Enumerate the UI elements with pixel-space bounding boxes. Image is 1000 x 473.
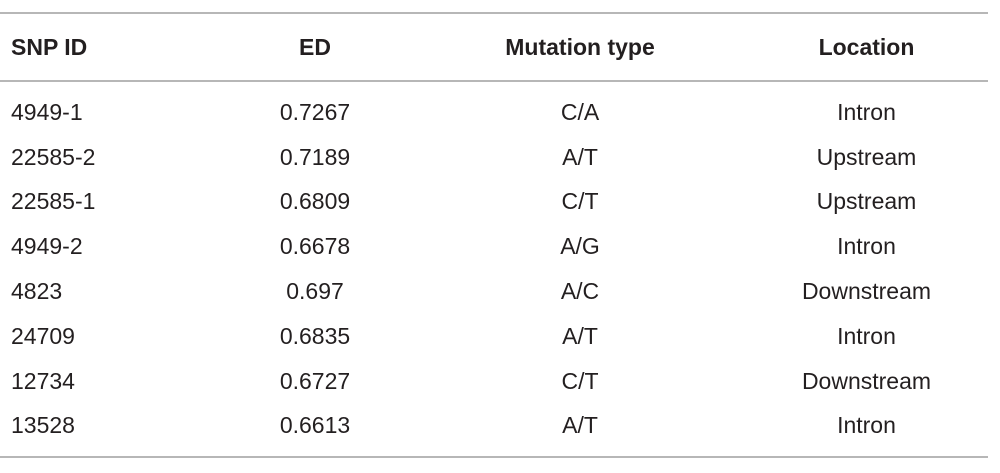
cell-snp-id: 13528 — [11, 412, 75, 439]
cell-snp-id: 4949-1 — [11, 98, 83, 125]
column-header-snp-id: SNP ID — [11, 33, 88, 60]
cell-mutation-type: C/T — [561, 188, 599, 215]
table-row: 4823 0.697 A/C Downstream — [0, 269, 988, 314]
cell-mutation-type: A/T — [562, 412, 598, 439]
cell-mutation-type: A/T — [562, 322, 598, 349]
cell-snp-id: 24709 — [11, 322, 75, 349]
cell-location: Downstream — [801, 367, 932, 394]
cell-ed: 0.7267 — [279, 98, 351, 125]
table-row: 22585-1 0.6809 C/T Upstream — [0, 180, 988, 225]
cell-ed: 0.6678 — [279, 233, 351, 260]
cell-mutation-type: C/T — [561, 367, 599, 394]
cell-location: Intron — [837, 98, 896, 125]
cell-snp-id: 22585-2 — [11, 143, 96, 170]
cell-mutation-type: A/G — [560, 233, 600, 260]
cell-mutation-type: A/T — [562, 143, 598, 170]
cell-snp-id: 4823 — [11, 278, 63, 305]
cell-location: Intron — [837, 322, 896, 349]
table-row: 4949-1 0.7267 C/A Intron — [0, 81, 988, 135]
column-header-mutation-type: Mutation type — [505, 33, 655, 60]
cell-location: Upstream — [816, 143, 917, 170]
snp-table-container: SNP ID ED Mutation type Location 4949-1 … — [0, 12, 988, 458]
snp-table: SNP ID ED Mutation type Location 4949-1 … — [0, 12, 988, 458]
cell-ed: 0.697 — [286, 278, 344, 305]
table-row: 22585-2 0.7189 A/T Upstream — [0, 135, 988, 180]
cell-ed: 0.6835 — [279, 322, 351, 349]
table-row: 24709 0.6835 A/T Intron — [0, 314, 988, 359]
cell-ed: 0.6613 — [279, 412, 351, 439]
cell-mutation-type: C/A — [560, 98, 600, 125]
cell-ed: 0.6809 — [279, 188, 351, 215]
table-header: SNP ID ED Mutation type Location — [0, 13, 988, 81]
cell-mutation-type: A/C — [560, 278, 600, 305]
cell-snp-id: 4949-2 — [11, 233, 83, 260]
cell-location: Downstream — [801, 278, 932, 305]
table-row: 4949-2 0.6678 A/G Intron — [0, 224, 988, 269]
cell-snp-id: 12734 — [11, 367, 75, 394]
cell-ed: 0.7189 — [279, 143, 351, 170]
cell-location: Intron — [837, 233, 896, 260]
column-header-ed: ED — [299, 33, 331, 60]
table-row: 12734 0.6727 C/T Downstream — [0, 359, 988, 404]
cell-location: Intron — [837, 412, 896, 439]
cell-snp-id: 22585-1 — [11, 188, 96, 215]
cell-location: Upstream — [816, 188, 917, 215]
cell-ed: 0.6727 — [279, 367, 351, 394]
column-header-location: Location — [818, 33, 915, 60]
table-row: 13528 0.6613 A/T Intron — [0, 404, 988, 458]
header-row: SNP ID ED Mutation type Location — [0, 13, 988, 81]
table-body: 4949-1 0.7267 C/A Intron 22585-2 0.7189 … — [0, 81, 988, 458]
